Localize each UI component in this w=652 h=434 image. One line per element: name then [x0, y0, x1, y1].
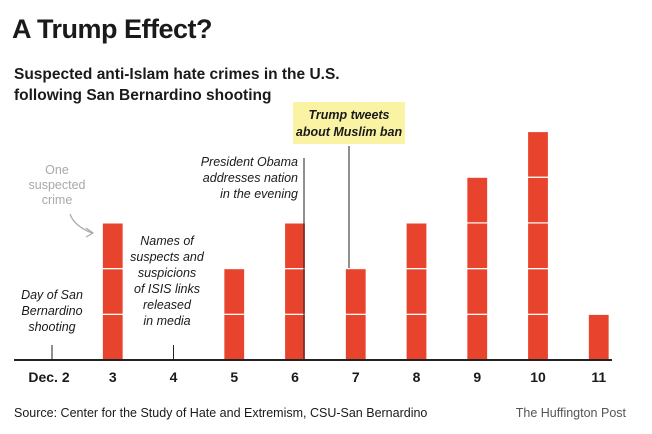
bar-block-3-2 — [101, 268, 124, 315]
dec2-note-line-3: shooting — [28, 320, 75, 334]
chart-title: A Trump Effect? — [12, 14, 213, 44]
bar-block-10-4 — [526, 176, 550, 224]
dec4-note-line-3: suspicions — [138, 266, 196, 280]
legend-pointer-arrowhead — [85, 227, 95, 238]
obama-note-line-2: addresses nation — [203, 171, 298, 185]
bar-block-3-3 — [101, 222, 124, 270]
bar-block-8-3 — [405, 222, 428, 270]
x-tick-label-9: 10 — [530, 369, 546, 385]
bar-block-9-1 — [466, 313, 489, 361]
bar-block-9-2 — [466, 268, 489, 315]
dec4-note-line-6: in media — [143, 314, 190, 328]
bar-block-3-1 — [101, 313, 124, 361]
bar-block-7-2 — [344, 268, 367, 315]
trump-note-line-2: about Muslim ban — [296, 125, 403, 139]
bar-block-5-1 — [223, 313, 246, 361]
bar-block-5-2 — [223, 268, 246, 315]
legend-pointer — [69, 213, 93, 234]
dec4-note-line-5: released — [143, 298, 192, 312]
legend-note-line-2: suspected — [29, 178, 86, 192]
bar-block-10-3 — [526, 222, 550, 270]
bar-block-6-2 — [283, 268, 307, 315]
x-tick-label-10: 11 — [591, 369, 606, 385]
bar-block-11-1 — [587, 313, 610, 361]
bars-group — [101, 130, 610, 361]
source-note: Source: Center for the Study of Hate and… — [14, 406, 428, 420]
bar-block-10-2 — [526, 268, 550, 315]
x-tick-label-3: 4 — [170, 369, 178, 385]
dec4-note-line-2: suspects and — [130, 250, 205, 264]
dec2-note-line-1: Day of San — [21, 288, 83, 302]
legend-note-line-3: crime — [42, 193, 73, 207]
trump-note-line-1: Trump tweets — [308, 108, 389, 122]
bar-block-9-3 — [466, 222, 489, 270]
x-tick-label-4: 5 — [230, 369, 238, 385]
x-tick-label-6: 7 — [352, 369, 360, 385]
bar-block-10-5 — [526, 130, 550, 178]
x-tick-label-1: Dec. 2 — [28, 369, 69, 385]
bar-block-6-3 — [283, 222, 307, 270]
trump-highlight-box — [293, 102, 405, 144]
obama-note-line-1: President Obama — [201, 155, 298, 169]
legend-note-line-1: One — [45, 163, 69, 177]
x-tick-label-5: 6 — [291, 369, 299, 385]
dec4-note-line-4: of ISIS links — [134, 282, 200, 296]
bar-block-8-1 — [405, 313, 428, 361]
x-tick-label-8: 9 — [473, 369, 481, 385]
subtitle-line-1: Suspected anti-Islam hate crimes in the … — [14, 66, 340, 83]
bar-block-9-4 — [466, 176, 489, 224]
dec2-note-line-2: Bernardino — [21, 304, 82, 318]
x-tick-label-7: 8 — [413, 369, 421, 385]
chart-subtitle: Suspected anti-Islam hate crimes in the … — [14, 64, 434, 106]
bar-block-8-2 — [405, 268, 428, 315]
publisher-credit: The Huffington Post — [515, 406, 626, 420]
x-tick-label-2: 3 — [109, 369, 117, 385]
bar-block-6-1 — [283, 313, 307, 361]
dec4-note-line-1: Names of — [140, 234, 195, 248]
subtitle-line-2: following San Bernardino shooting — [14, 87, 272, 104]
bar-block-7-1 — [344, 313, 367, 361]
bar-block-10-1 — [526, 313, 550, 361]
obama-note-line-3: in the evening — [220, 187, 298, 201]
